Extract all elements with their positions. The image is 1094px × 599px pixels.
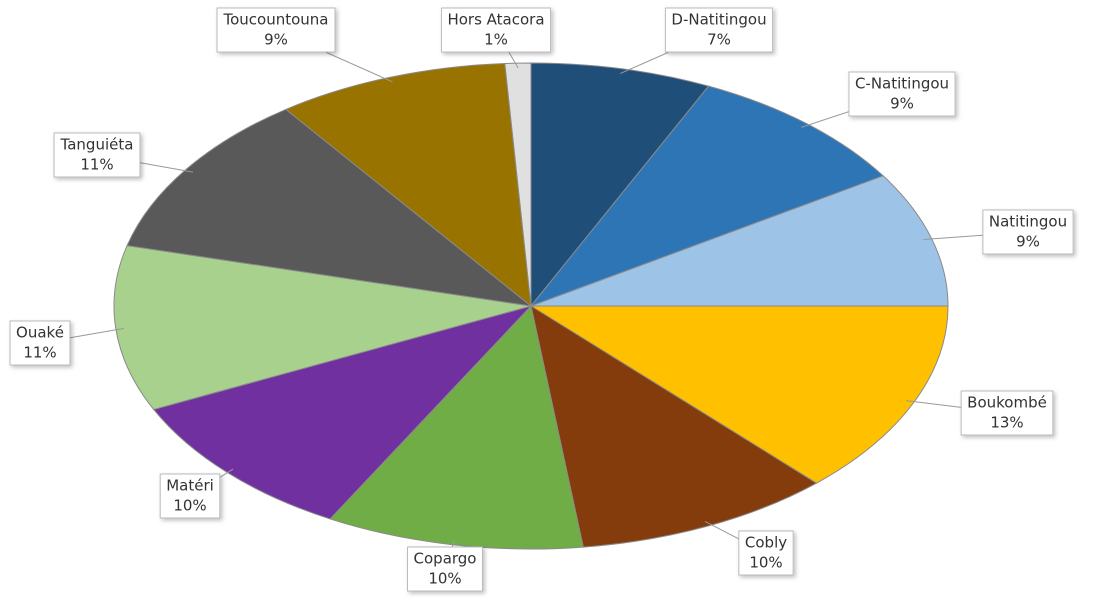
pie-slice xyxy=(504,62,532,307)
data-label: C-Natitingou 9% xyxy=(848,71,956,117)
pie-slice xyxy=(530,304,818,548)
label-name: Ouaké xyxy=(16,324,64,342)
label-box xyxy=(848,71,956,117)
label-box xyxy=(159,473,221,519)
data-label: Hors Atacora 1% xyxy=(440,7,552,53)
label-name: Boukombé xyxy=(967,394,1047,412)
label-value: 1% xyxy=(484,31,508,49)
label-value: 9% xyxy=(1016,233,1040,251)
pie-slice xyxy=(530,175,949,307)
label-value: 13% xyxy=(990,414,1023,432)
label-value: 10% xyxy=(428,570,461,588)
label-value: 7% xyxy=(707,31,731,49)
data-label: Tanguiéta 11% xyxy=(53,132,141,178)
pie-slice xyxy=(113,245,532,411)
label-box xyxy=(982,209,1074,255)
label-value: 11% xyxy=(23,344,56,362)
label-box xyxy=(960,390,1054,436)
label-box xyxy=(440,7,552,53)
label-name: Matéri xyxy=(166,477,214,495)
label-name: Copargo xyxy=(414,550,477,568)
data-label: Copargo 10% xyxy=(407,546,483,592)
data-label: D-Natitingou 7% xyxy=(664,7,774,53)
pie-slice xyxy=(284,62,532,308)
pie xyxy=(113,62,949,550)
label-value: 10% xyxy=(173,497,206,515)
data-label: Natitingou 9% xyxy=(982,209,1074,255)
data-label: Toucountouna 9% xyxy=(216,7,336,53)
pie-slice xyxy=(126,108,533,307)
label-box xyxy=(664,7,774,53)
label-box xyxy=(407,546,483,592)
label-name: Hors Atacora xyxy=(447,11,544,29)
label-box xyxy=(216,7,336,53)
data-label: Cobly 10% xyxy=(738,530,794,576)
pie-slice xyxy=(530,62,710,308)
data-labels: D-Natitingou 7% C-Natitingou 9% Natitingou 9%… xyxy=(9,7,1074,592)
pie-slice xyxy=(529,305,949,484)
label-box xyxy=(9,320,71,366)
label-value: 9% xyxy=(890,95,914,113)
label-name: D-Natitingou xyxy=(671,11,766,29)
label-name: C-Natitingou xyxy=(855,75,949,93)
data-label: Ouaké 11% xyxy=(9,320,71,366)
pie-slice xyxy=(529,85,885,308)
label-name: Natitingou xyxy=(989,213,1067,231)
data-label: Boukombé 13% xyxy=(960,390,1054,436)
label-name: Tanguiéta xyxy=(60,136,134,154)
label-value: 9% xyxy=(264,31,288,49)
label-box xyxy=(738,530,794,576)
label-value: 11% xyxy=(80,156,113,174)
label-name: Cobly xyxy=(745,534,787,552)
data-label: Matéri 10% xyxy=(159,473,221,519)
label-value: 10% xyxy=(749,554,782,572)
label-name: Toucountouna xyxy=(223,11,329,29)
label-box xyxy=(53,132,141,178)
